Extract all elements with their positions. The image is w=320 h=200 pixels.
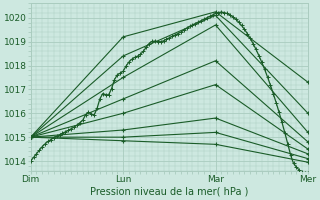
X-axis label: Pression niveau de la mer( hPa ): Pression niveau de la mer( hPa ) xyxy=(90,187,249,197)
